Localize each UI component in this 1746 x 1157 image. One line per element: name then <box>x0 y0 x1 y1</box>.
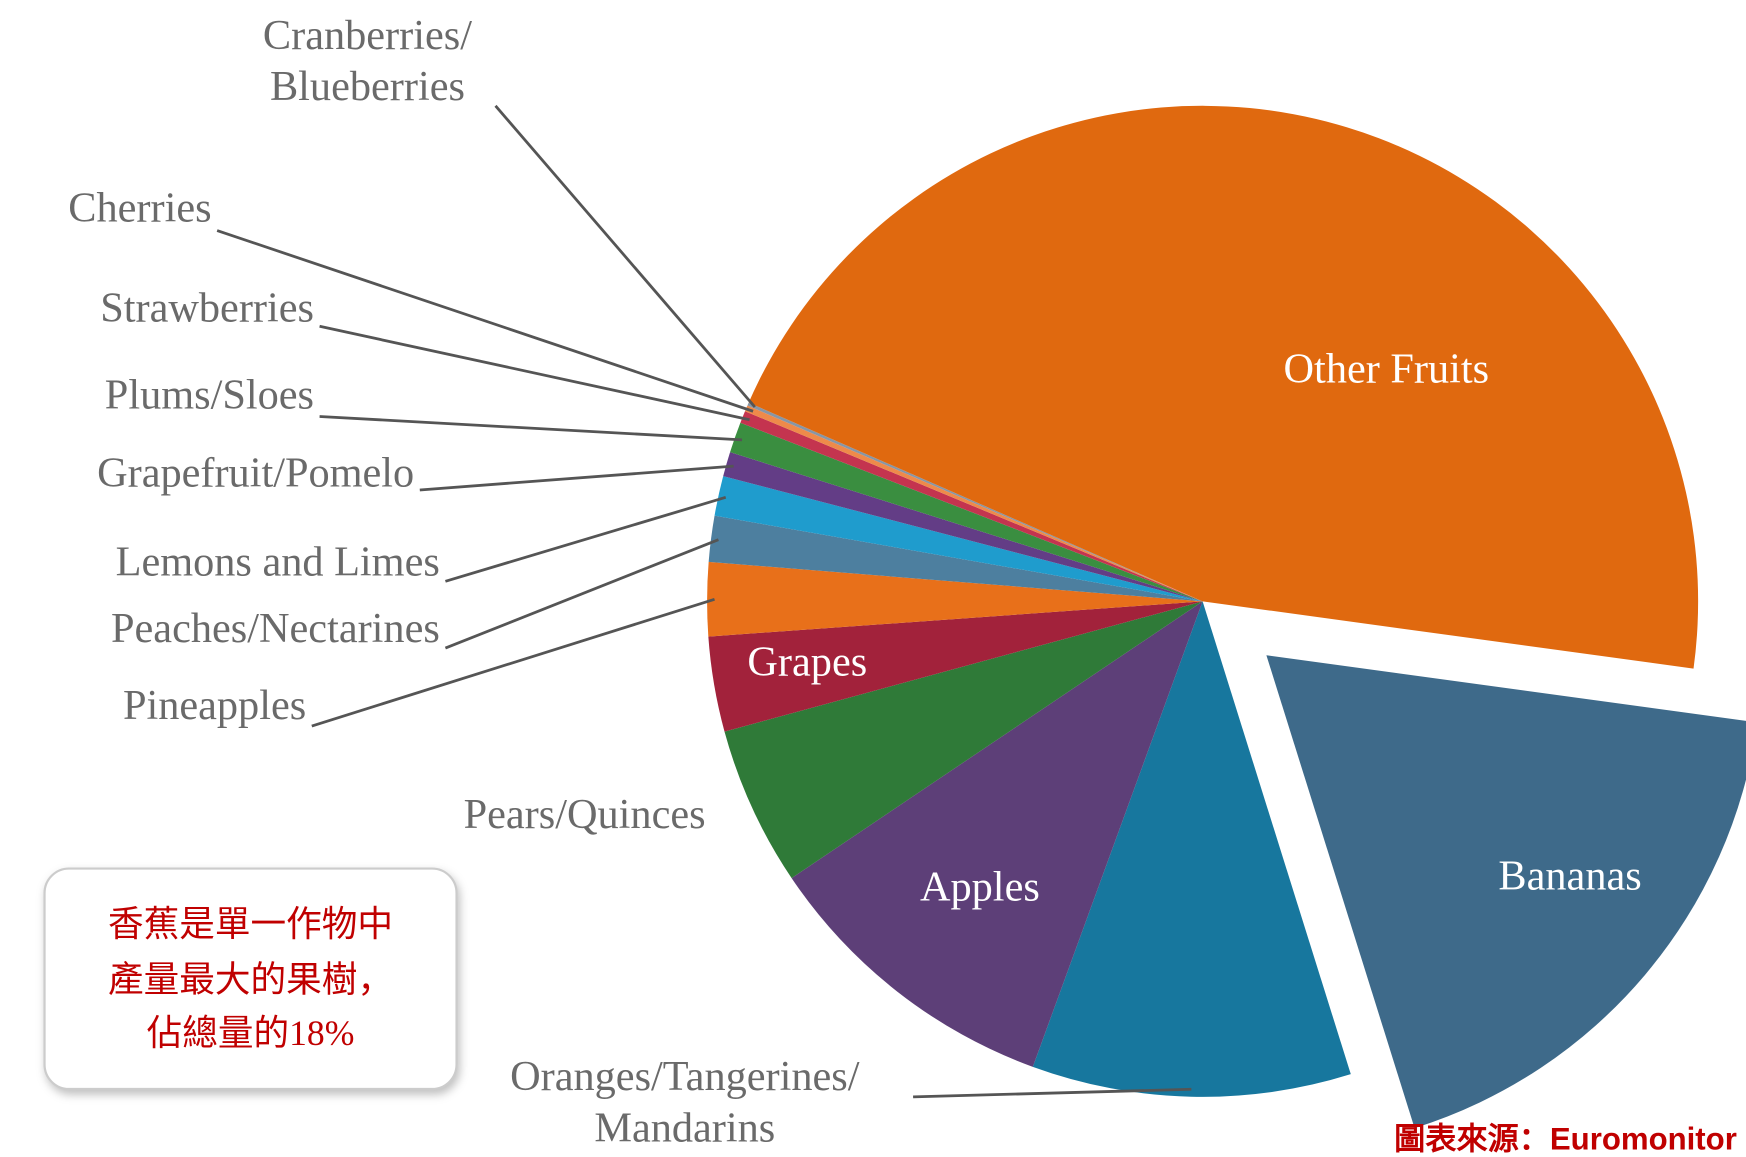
pie-slice <box>791 601 1203 1067</box>
pie-slice <box>708 515 1203 602</box>
slice-label: Pineapples <box>123 682 306 729</box>
pie-slice <box>1032 601 1351 1097</box>
leader-line <box>444 538 719 650</box>
source: 圖表來源：Euromonitor <box>1394 1122 1737 1157</box>
slice-label: Grapes <box>747 639 867 686</box>
slice-label: Pears/Quinces <box>464 791 706 838</box>
leader-line <box>913 1087 1192 1099</box>
pie-slice <box>745 405 1203 602</box>
annotation: 產量最大的果樹， <box>108 959 393 999</box>
slice-label: Plums/Sloes <box>105 371 314 418</box>
slice-label: Lemons and Limes <box>116 538 440 585</box>
leader-line <box>494 104 756 408</box>
slice-label: Cranberries/Blueberries <box>263 12 472 110</box>
pie <box>707 105 1746 1129</box>
leader-line <box>311 597 715 728</box>
pie-slice <box>724 601 1203 879</box>
leader-line <box>445 496 727 583</box>
slice-label: Oranges/Tangerines/Mandarins <box>510 1053 860 1151</box>
pie-slice <box>707 561 1203 637</box>
slice-label: Other Fruits <box>1284 346 1490 393</box>
leader-line <box>319 415 743 442</box>
pie-slice <box>723 452 1203 602</box>
slice-label: Apples <box>920 864 1040 911</box>
slice-label: Strawberries <box>100 285 314 332</box>
slice-label: Cherries <box>68 184 211 231</box>
pie-slice <box>740 411 1203 602</box>
pie-slice <box>714 476 1203 602</box>
pie-slice <box>1266 655 1746 1129</box>
annotation: 佔總量的18% <box>147 1013 355 1053</box>
slice-label: Peaches/Nectarines <box>111 605 440 652</box>
leader-line <box>216 229 754 413</box>
leader-line <box>419 464 734 492</box>
pie-slice <box>747 402 1203 602</box>
annotation-box <box>43 867 458 1091</box>
annotation: 香蕉是單一作物中 <box>108 904 393 944</box>
pie-slice <box>748 105 1699 669</box>
slice-label: Bananas <box>1498 852 1641 899</box>
pie-slice <box>730 422 1203 602</box>
slice-label: Grapefruit/Pomelo <box>97 449 414 496</box>
leader-line <box>319 324 750 422</box>
pie-slice <box>708 601 1203 732</box>
